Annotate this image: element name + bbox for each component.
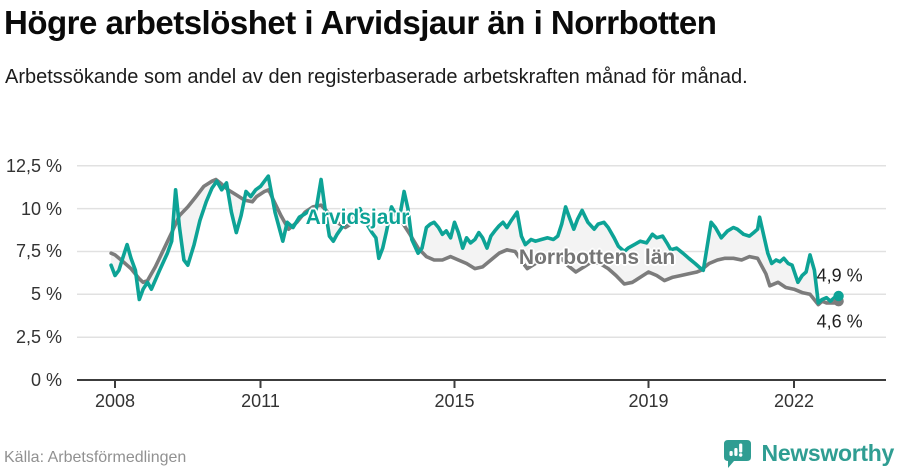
series-label-arvidsjaur: Arvidsjaur [305,206,410,230]
x-axis-label: 2008 [94,391,136,411]
source-note: Källa: Arbetsförmedlingen [4,449,187,466]
y-axis-label: 5 % [30,284,62,305]
newsworthy-logo[interactable]: Newsworthy [721,437,894,470]
newsworthy-brand-text: Newsworthy [761,440,895,466]
newsworthy-logo-icon [723,440,751,468]
y-axis-label: 0 % [30,370,62,390]
y-axis-label: 12,5 % [5,155,62,176]
y-axis-label: 2,5 % [15,327,62,348]
y-axis-label: 7,5 % [15,241,62,262]
chart-subtitle: Arbetssökande som andel av den registerb… [5,66,748,88]
series-line-arvidsjaur [109,174,841,305]
x-axis-label: 2011 [241,391,280,411]
x-axis-label: 2019 [628,391,669,411]
x-axis-label: 2015 [434,391,475,411]
series-label-norrbottens-l-n: Norrbottens län [518,246,676,270]
page-title: Högre arbetslöshet i Arvidsjaur än i Nor… [4,4,717,41]
end-value-label-norrbottens-l-n: 4,6 % [816,311,863,332]
series-line-norrbottens-l-n [109,177,841,307]
series-end-dot-arvidsjaur [833,290,844,302]
end-value-label-arvidsjaur: 4,9 % [816,265,863,286]
y-axis-label: 10 % [20,198,62,219]
x-axis-label: 2022 [773,391,815,411]
